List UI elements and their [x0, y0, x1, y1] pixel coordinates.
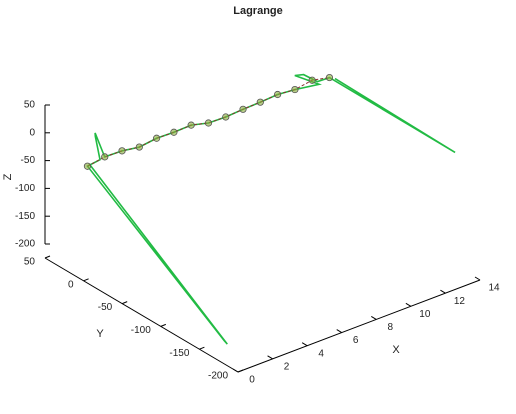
data-point — [308, 76, 316, 84]
data-point — [291, 85, 299, 94]
z-tick-label: -200 — [15, 239, 35, 250]
y-tick — [237, 369, 244, 373]
y-tick — [122, 301, 128, 305]
y-tick — [199, 346, 205, 350]
x-tick — [405, 302, 412, 307]
data-point — [256, 98, 264, 106]
x-tick-label: 12 — [454, 296, 466, 307]
x-tick-label: 0 — [249, 375, 255, 386]
x-tick — [336, 329, 342, 334]
x-tick-label: 8 — [388, 322, 394, 333]
x-tick — [474, 276, 481, 281]
x-tick — [440, 289, 446, 294]
z-tick-label: -150 — [15, 211, 35, 222]
data-point — [204, 119, 213, 127]
x-tick — [371, 315, 377, 320]
x-axis-label: X — [392, 344, 400, 356]
y-tick-label: 50 — [24, 257, 36, 268]
z-tick-label: 50 — [24, 100, 36, 111]
data-point — [325, 73, 334, 82]
data-point — [274, 90, 282, 99]
data-point — [187, 121, 195, 129]
data-point — [222, 113, 230, 121]
data-point — [118, 147, 126, 155]
x-tick — [301, 342, 308, 347]
x-tick — [267, 355, 273, 360]
data-point — [135, 143, 143, 151]
x-tick-label: 2 — [284, 361, 290, 372]
chart-title: Lagrange — [233, 5, 283, 17]
y-tick-label: -100 — [131, 325, 151, 336]
z-tick-label: 0 — [29, 127, 35, 138]
z-tick-label: -50 — [21, 155, 36, 166]
y-tick — [160, 323, 166, 327]
data-point — [83, 162, 92, 170]
data-point — [239, 105, 247, 113]
z-tick-label: -100 — [15, 183, 35, 194]
x-tick-label: 6 — [353, 335, 359, 346]
y-tick — [83, 278, 89, 282]
y-tick-label: -150 — [169, 348, 189, 359]
x-tick — [232, 368, 239, 373]
x-tick-label: 4 — [318, 348, 324, 359]
series-line — [87, 77, 330, 167]
data-point — [101, 153, 109, 161]
y-axis — [44, 257, 239, 373]
data-point — [153, 134, 161, 142]
x-axis — [237, 279, 481, 373]
z-axis-label: Z — [2, 173, 14, 180]
x-tick-label: 14 — [488, 283, 500, 294]
y-tick-label: 0 — [68, 279, 74, 290]
y-tick — [44, 255, 51, 259]
x-tick-label: 10 — [419, 309, 431, 320]
y-tick-label: -50 — [98, 302, 113, 313]
y-tick-label: -200 — [208, 371, 228, 382]
data-point — [170, 128, 178, 136]
series-line — [86, 73, 456, 345]
y-axis-label: Y — [96, 328, 104, 340]
